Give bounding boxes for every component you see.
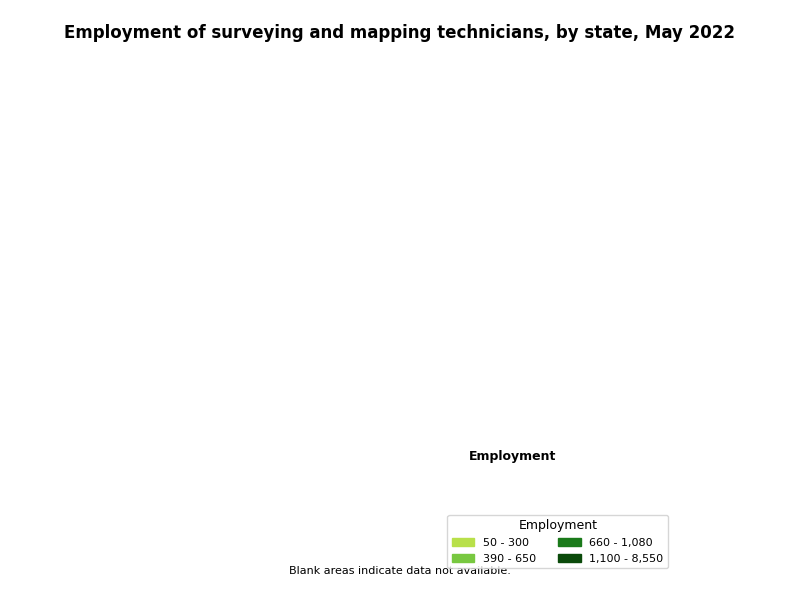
Text: Employment of surveying and mapping technicians, by state, May 2022: Employment of surveying and mapping tech… <box>65 24 735 42</box>
Text: Employment: Employment <box>469 449 556 463</box>
Text: Blank areas indicate data not available.: Blank areas indicate data not available. <box>289 566 511 575</box>
Legend: 50 - 300, 390 - 650, 660 - 1,080, 1,100 - 8,550: 50 - 300, 390 - 650, 660 - 1,080, 1,100 … <box>447 515 668 568</box>
